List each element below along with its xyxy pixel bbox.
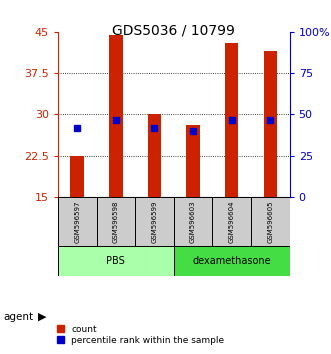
Bar xyxy=(97,197,135,246)
Text: GSM596604: GSM596604 xyxy=(229,200,235,243)
Bar xyxy=(174,246,290,276)
Bar xyxy=(174,197,213,246)
Bar xyxy=(251,197,290,246)
Bar xyxy=(71,156,84,197)
Text: ▶: ▶ xyxy=(38,312,47,322)
Bar xyxy=(58,246,174,276)
Bar xyxy=(213,197,251,246)
Bar xyxy=(186,125,200,197)
Bar xyxy=(109,35,122,197)
Bar xyxy=(135,197,174,246)
Bar xyxy=(148,114,161,197)
Text: agent: agent xyxy=(3,312,33,322)
Text: PBS: PBS xyxy=(107,256,125,266)
Text: GSM596598: GSM596598 xyxy=(113,200,119,243)
Text: GSM596605: GSM596605 xyxy=(267,200,273,243)
Text: dexamethasone: dexamethasone xyxy=(192,256,271,266)
Text: GSM596603: GSM596603 xyxy=(190,200,196,243)
Text: GSM596599: GSM596599 xyxy=(152,200,158,243)
Bar xyxy=(263,51,277,197)
Text: GDS5036 / 10799: GDS5036 / 10799 xyxy=(112,23,235,37)
Legend: count, percentile rank within the sample: count, percentile rank within the sample xyxy=(56,324,225,346)
Bar xyxy=(58,197,97,246)
Bar xyxy=(225,43,238,197)
Text: GSM596597: GSM596597 xyxy=(74,200,80,243)
